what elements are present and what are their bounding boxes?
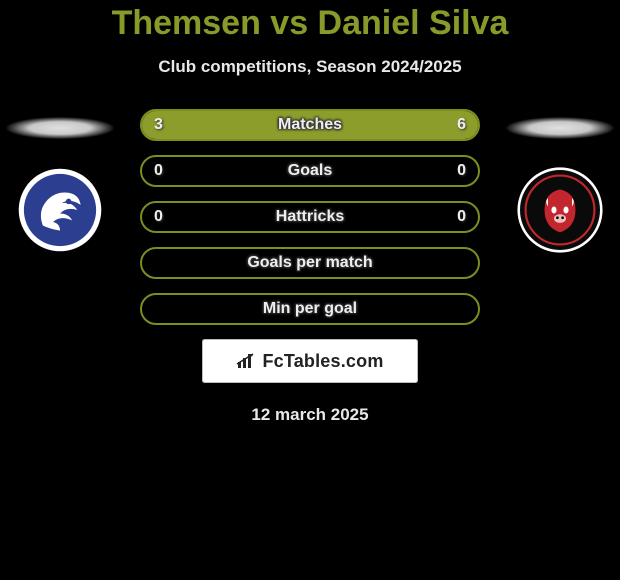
stat-value-right: 0 xyxy=(457,208,466,226)
bar-chart-icon xyxy=(236,352,256,370)
stat-label: Hattricks xyxy=(276,208,344,226)
stat-value-right: 0 xyxy=(457,162,466,180)
page-subtitle: Club competitions, Season 2024/2025 xyxy=(0,57,620,77)
stat-label: Goals per match xyxy=(247,254,372,272)
stat-row: Goals per match xyxy=(140,247,480,279)
fc-midtjylland-icon xyxy=(517,167,603,253)
stat-label: Goals xyxy=(288,162,332,180)
right-player-col xyxy=(500,109,620,253)
site-label: FcTables.com xyxy=(262,351,383,372)
stat-label: Min per goal xyxy=(263,300,357,318)
club-badge-right xyxy=(517,167,603,253)
comparison-body: 3 6 Matches 0 0 Goals 0 0 Hattricks Goals per mat… xyxy=(0,109,620,325)
player-photo-placeholder-right xyxy=(506,117,614,139)
site-attribution[interactable]: FcTables.com xyxy=(202,339,418,383)
stat-rows: 3 6 Matches 0 0 Goals 0 0 Hattricks Goals per mat… xyxy=(140,109,480,325)
stat-value-left: 0 xyxy=(154,162,163,180)
comparison-date: 12 march 2025 xyxy=(0,405,620,425)
stat-value-left: 0 xyxy=(154,208,163,226)
stat-value-right: 6 xyxy=(457,116,466,134)
randers-fc-icon xyxy=(17,167,103,253)
stat-row: 0 0 Hattricks xyxy=(140,201,480,233)
stat-row: 0 0 Goals xyxy=(140,155,480,187)
stat-label: Matches xyxy=(278,116,342,134)
player-photo-placeholder-left xyxy=(6,117,114,139)
stat-row: Min per goal xyxy=(140,293,480,325)
left-player-col xyxy=(0,109,120,253)
stat-row: 3 6 Matches xyxy=(140,109,480,141)
page-title: Themsen vs Daniel Silva xyxy=(0,4,620,43)
club-badge-left xyxy=(17,167,103,253)
comparison-card: Themsen vs Daniel Silva Club competition… xyxy=(0,0,620,425)
stat-value-left: 3 xyxy=(154,116,163,134)
